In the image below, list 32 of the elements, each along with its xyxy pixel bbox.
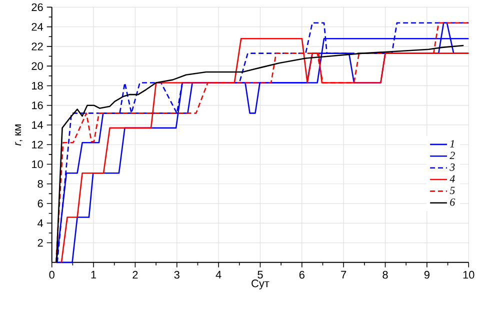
x-tick-label: 6 xyxy=(299,270,304,279)
legend-label: 4 xyxy=(450,175,455,182)
y-tick-label: 2 xyxy=(38,238,43,246)
legend-label: 5 xyxy=(450,186,455,194)
x-tick-label: 1 xyxy=(91,270,96,278)
x-axis-title: Сут xyxy=(252,279,270,290)
y-tick-label: 8 xyxy=(38,180,43,188)
y-tick-label: 4 xyxy=(38,219,44,227)
x-tick-label: 9 xyxy=(424,270,430,279)
x-tick-label: 2 xyxy=(132,270,138,278)
x-tick-label: 10 xyxy=(463,270,474,279)
legend-label: 6 xyxy=(450,198,456,206)
x-tick-label: 7 xyxy=(341,270,346,278)
y-tick-label: 10 xyxy=(32,160,43,168)
legend-label: 2 xyxy=(450,152,455,159)
y-tick-label: 6 xyxy=(38,200,43,208)
x-tick-label: 4 xyxy=(216,270,222,278)
y-tick-label: 20 xyxy=(32,62,43,70)
y-tick-label: 24 xyxy=(32,22,44,30)
legend-label: 3 xyxy=(450,163,455,171)
legend-label: 1 xyxy=(450,140,454,148)
y-tick-label: 16 xyxy=(32,101,43,110)
y-tick-label: 22 xyxy=(32,42,43,50)
x-tick-label: 0 xyxy=(49,270,54,279)
y-tick-label: 14 xyxy=(32,121,44,129)
x-tick-label: 5 xyxy=(258,270,263,278)
x-tick-label: 8 xyxy=(382,270,388,279)
y-tick-label: 12 xyxy=(32,140,43,148)
y-axis-title: r, км xyxy=(15,124,22,146)
x-tick-label: 3 xyxy=(174,270,180,279)
y-tick-label: 18 xyxy=(32,82,43,90)
y-tick-label: 26 xyxy=(32,3,43,11)
